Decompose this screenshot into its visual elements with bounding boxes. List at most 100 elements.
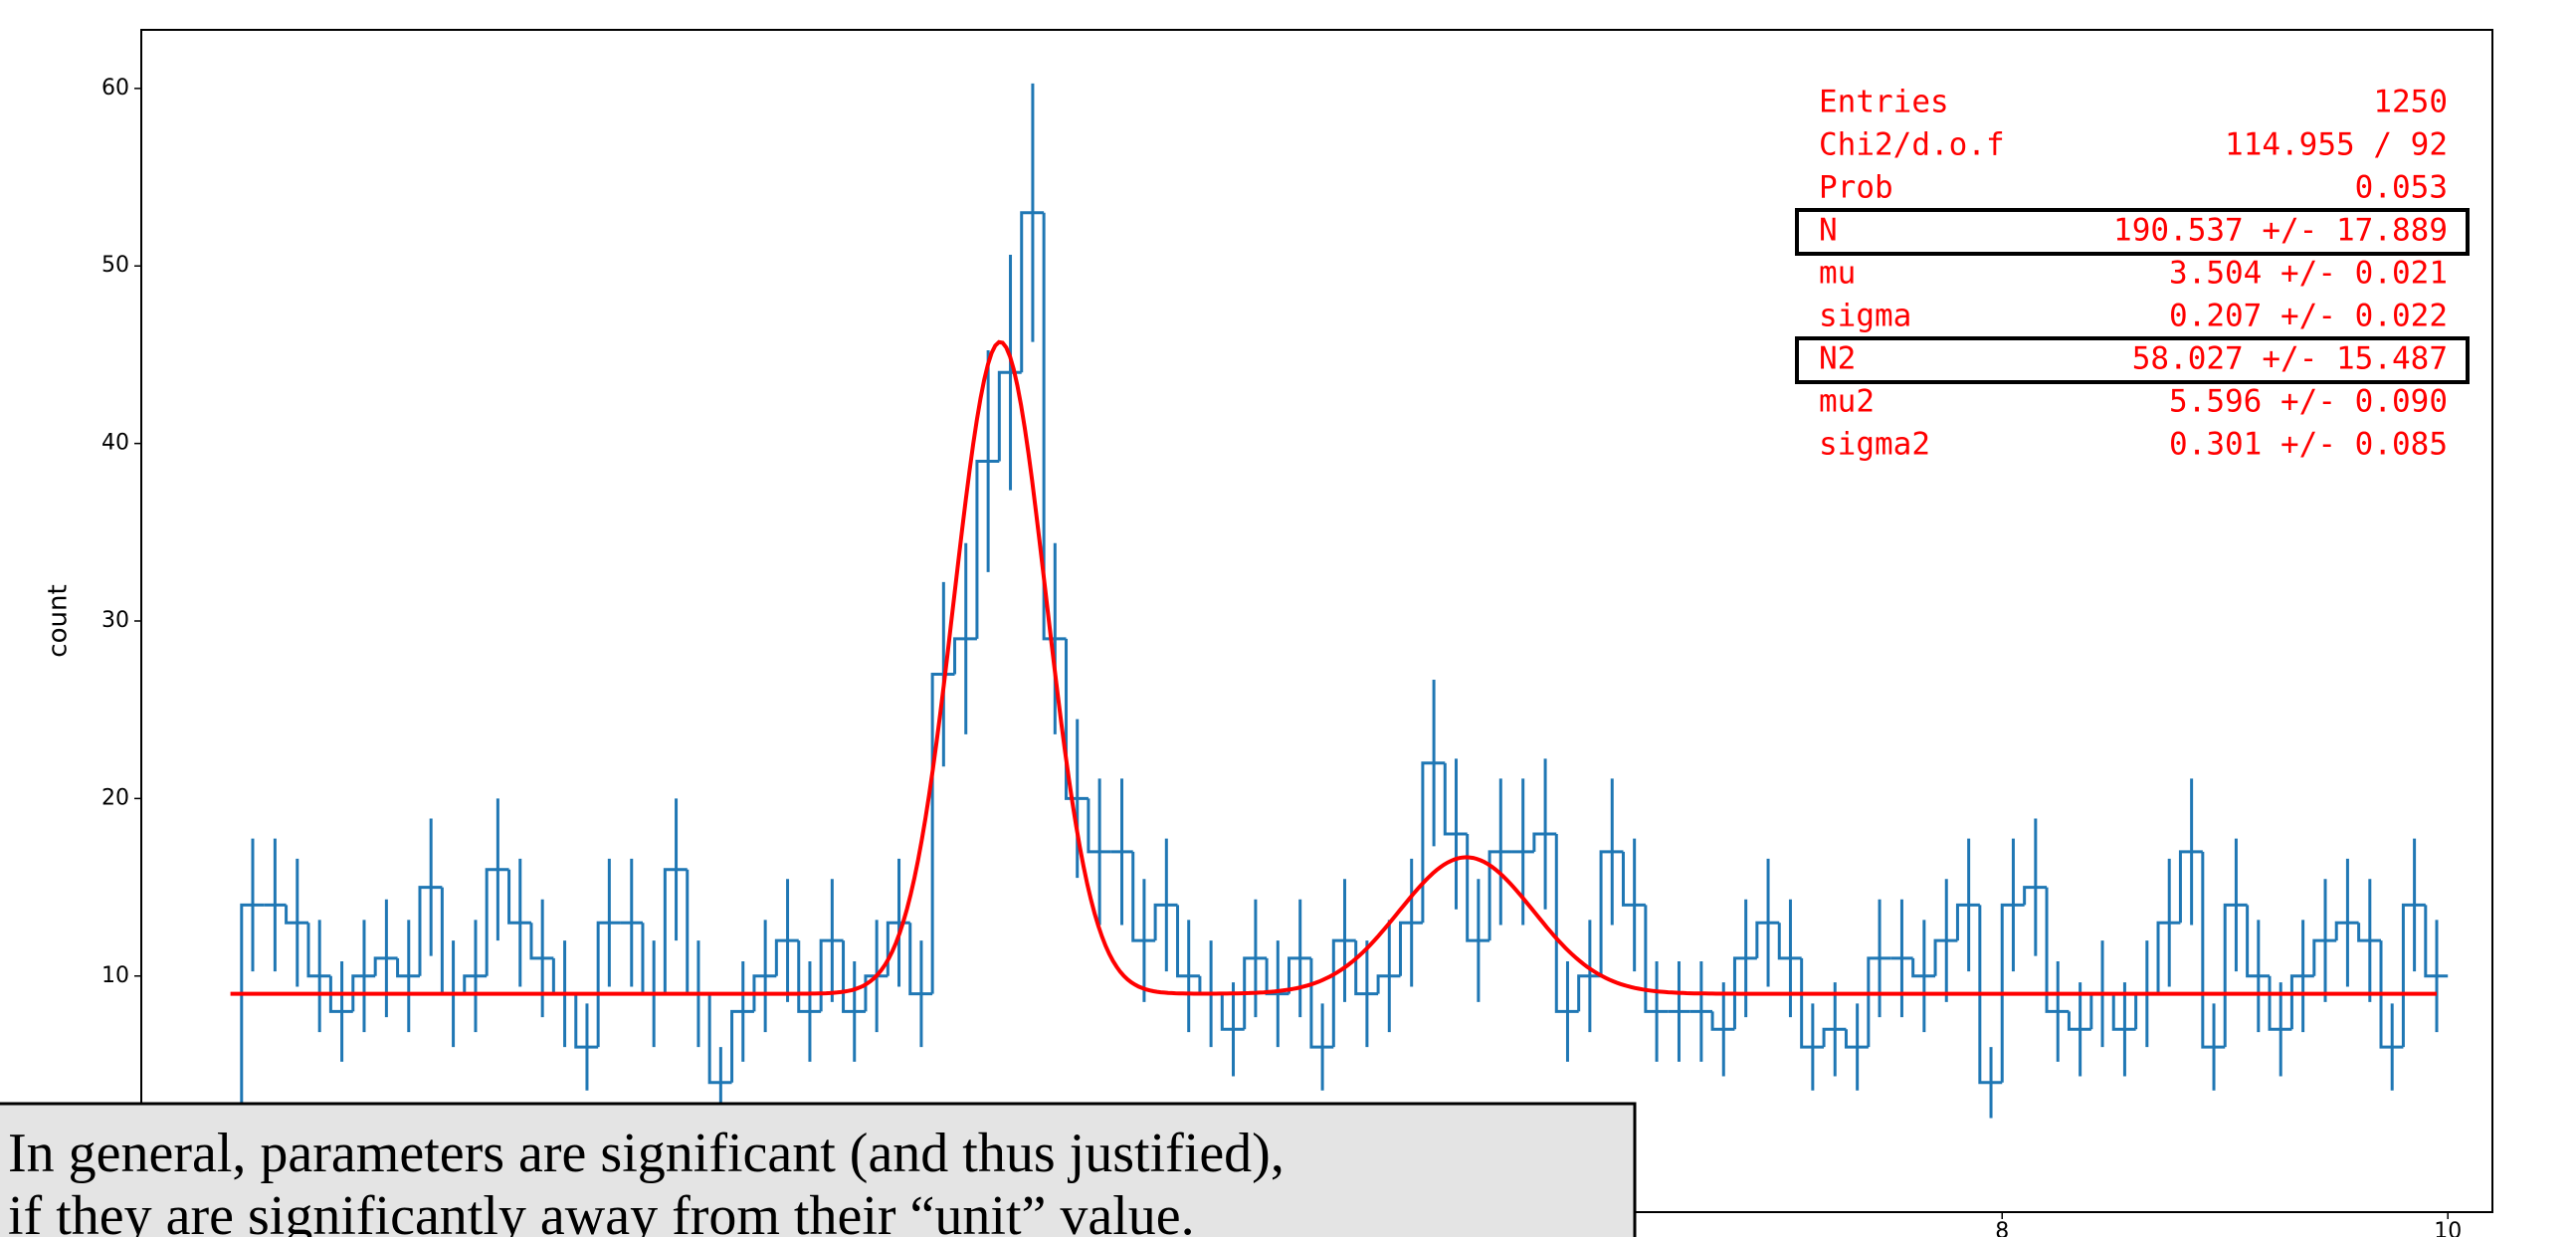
histogram-step [1398,921,1423,976]
histogram-step [418,886,443,976]
x-tick-label: 10 [2434,1219,2462,1237]
histogram-step [1844,1029,1869,1049]
histogram-step [752,974,777,1012]
histogram-step [774,938,799,976]
histogram-step [1487,850,1512,941]
histogram-step [819,938,844,1012]
histogram-step [2357,923,2382,942]
histogram-step [1867,956,1891,1048]
histogram-step [351,974,376,1012]
histogram-step [529,923,554,960]
histogram-step [1309,957,1334,1049]
histogram-step [463,974,488,994]
histogram-step [2045,887,2070,1013]
histogram-step [2379,940,2404,1049]
stat-value: 5.596 +/- 0.090 [2169,384,2448,420]
histogram-step [1911,957,1936,978]
histogram-step [1732,956,1757,1030]
y-tick-label: 60 [101,76,129,101]
histogram-step [485,868,509,976]
stat-label: mu [1819,256,1856,292]
histogram-step [1176,905,1200,978]
histogram-step [2401,903,2426,1048]
histogram-step [1554,834,1579,1013]
stat-label: Entries [1819,85,1949,120]
histogram-step [842,940,866,1013]
stat-value: 0.301 +/- 0.085 [2169,427,2448,463]
stat-label: N2 [1819,341,1856,377]
histogram-step [574,993,599,1049]
y-tick-label: 20 [101,785,129,810]
histogram-step [1599,850,1624,976]
stat-label: N [1819,213,1838,249]
stat-value: 190.537 +/- 17.889 [2113,213,2448,249]
histogram-step [1822,1027,1847,1048]
histogram-step [864,974,889,1012]
histogram-step [2067,1011,2091,1031]
histogram-step [2424,905,2449,978]
y-tick-label: 40 [101,431,129,456]
stat-label: mu2 [1819,384,1875,420]
histogram-step [2178,850,2203,924]
y-axis-label: count [44,584,74,657]
histogram-step [1220,993,1245,1031]
histogram-step [1466,834,1490,942]
histogram-step [663,868,688,994]
histogram-step [2223,903,2248,1048]
histogram-step [730,1009,754,1083]
histogram-step [1087,798,1111,854]
histogram-step [596,921,621,1048]
histogram-step [1131,851,1156,942]
stat-value: 3.504 +/- 0.021 [2169,256,2448,292]
fit-curve [230,339,2437,996]
histogram-step [507,869,531,925]
histogram-step [396,957,420,978]
histogram-step [2201,851,2226,1049]
stat-value: 0.053 [2355,170,2448,206]
histogram-step [1421,761,1446,924]
histogram-step [1331,938,1356,1048]
histogram-step [1065,638,1089,800]
histogram-step [1042,212,1067,641]
histogram-step [1532,832,1557,852]
histogram-step [2312,938,2337,976]
histogram-step [306,923,331,978]
histogram-step [1710,1011,1735,1031]
histogram-step [1621,851,1646,907]
histogram-step [2023,886,2048,906]
note-line: In general, parameters are significant (… [8,1123,1285,1184]
note-box: In general, parameters are significant (… [0,1102,1637,1237]
histogram-step [1243,956,1268,1030]
histogram-step [1644,905,1669,1013]
stat-label: Chi2/d.o.f [1819,127,2005,163]
histogram-step [1933,938,1958,976]
histogram-step [1755,921,1780,958]
histogram-step [1777,923,1802,960]
note-background [0,1102,1637,1237]
y-tick-label: 30 [101,608,129,633]
histogram-step [2156,921,2181,994]
histogram-step [1443,762,1468,836]
histogram-step [908,923,933,996]
histogram-step [2289,974,2314,1030]
stat-value: 114.955 / 92 [2225,127,2448,163]
histogram-step [1577,974,1602,1012]
histogram-step [953,637,977,675]
histogram-step [1288,956,1311,994]
histogram-step [2000,903,2025,1083]
x-tick-label: 8 [1995,1219,2009,1237]
histogram-step [2334,921,2359,941]
histogram-step [1153,903,1178,941]
histogram-step [797,940,822,1013]
stat-value: 58.027 +/- 15.487 [2132,341,2448,377]
histogram-step [1376,974,1401,994]
note-line: if they are significantly away from thei… [8,1185,1195,1237]
histogram-step [2246,905,2271,978]
histogram-step [1955,903,1980,941]
stat-label: sigma2 [1819,427,1930,463]
y-tick-label: 50 [101,253,129,278]
histogram-step [930,673,955,994]
histogram-step [975,459,1000,639]
